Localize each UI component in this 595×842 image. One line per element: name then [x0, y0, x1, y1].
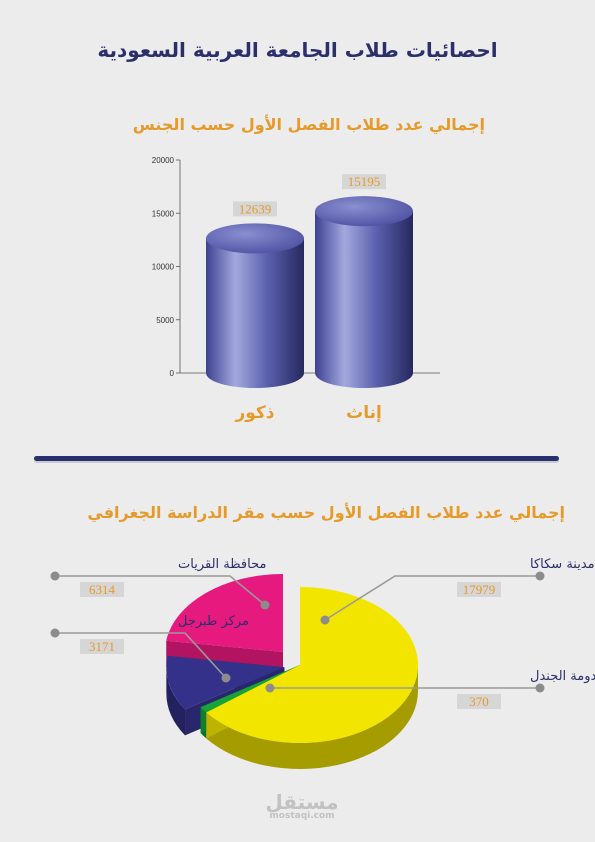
bar-top: [206, 223, 304, 254]
label-qurayyat: محافظة القريات 6314: [50, 557, 270, 610]
leader-line: [55, 575, 266, 606]
slice-name-label: دومة الجندل: [530, 669, 595, 684]
watermark-main: مستقل: [265, 790, 339, 814]
bar-male: 12639 ذكور: [206, 201, 304, 423]
section-divider: [34, 456, 559, 461]
leader-end-dot: [535, 571, 545, 581]
location-chart-title: إجمالي عدد طلاب الفصل الأول حسب مقر الدر…: [87, 503, 565, 522]
slice-value-label: 17979: [463, 582, 496, 597]
slice-value-box: [457, 694, 501, 709]
slice-top: [206, 587, 418, 743]
watermark-logo: مستقل mostaqi.com: [262, 790, 342, 821]
leader-end-dot: [535, 683, 545, 693]
page-title: احصائيات طلاب الجامعة العربية السعودية: [97, 38, 498, 62]
leader-line: [55, 632, 227, 679]
leader-end-dot: [50, 628, 60, 638]
slice-name-label: مركز طبرجل: [178, 614, 249, 629]
y-tick-label: 0: [170, 369, 175, 378]
slice-top: [166, 573, 284, 652]
data-label-box: [233, 201, 277, 217]
gender-chart-title: إجمالي عدد طلاب الفصل الأول حسب الجنس: [132, 115, 485, 134]
slice-value-label: 3171: [89, 639, 115, 654]
bar-body: [315, 211, 413, 388]
bar-body: [206, 238, 304, 388]
category-label: ذكور: [234, 403, 274, 423]
bar-female: 15195 إناث: [315, 174, 413, 423]
slice-sakaka: [206, 587, 418, 770]
y-tick-label: 15000: [152, 209, 175, 218]
category-label: إناث: [346, 403, 382, 423]
slice-top: [200, 665, 300, 713]
slice-name-label: محافظة القريات: [178, 557, 266, 572]
leader-end-dot: [50, 571, 60, 581]
leader-slice-dot: [265, 683, 275, 693]
leader-line: [324, 575, 540, 621]
y-tick-label: 20000: [152, 156, 175, 165]
slice-value-label: 370: [469, 694, 489, 709]
slice-side: [166, 667, 186, 736]
label-dumat-aljandal: دومة الجندل 370: [265, 669, 595, 709]
slice-value-box: [80, 639, 124, 654]
data-label: 15195: [348, 174, 381, 189]
slice-value-label: 6314: [89, 582, 116, 597]
slice-side: [206, 665, 418, 770]
leader-slice-dot: [260, 600, 270, 610]
label-tabarjal: مركز طبرجل 3171: [50, 614, 249, 683]
leader-slice-dot: [320, 615, 330, 625]
data-label: 12639: [239, 201, 272, 216]
slice-top: [166, 655, 285, 710]
y-tick-label: 5000: [156, 316, 174, 325]
label-sakaka: مدينة سكاكا 17979: [320, 557, 595, 625]
slice-value-box: [457, 582, 501, 597]
y-tick-label: 10000: [152, 263, 175, 272]
bar-top: [315, 196, 413, 227]
gender-bar-chart: 0 5000 10000 15000 20000 12639 ذكور 15195 إناث: [152, 156, 440, 423]
slice-name-label: مدينة سكاكا: [530, 557, 595, 572]
watermark-sub: mostaqi.com: [269, 811, 335, 821]
leader-slice-dot: [221, 673, 231, 683]
slice-value-box: [80, 582, 124, 597]
data-label-box: [342, 174, 386, 190]
